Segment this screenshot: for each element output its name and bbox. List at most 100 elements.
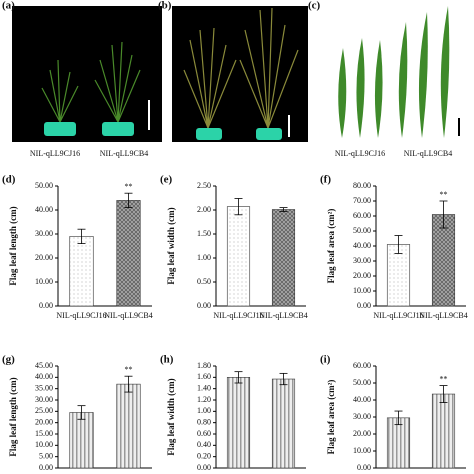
y-tick-label: 40.00 — [353, 241, 371, 250]
y-tick-label: 0.50 — [197, 277, 211, 286]
photo-label: NIL-qLL9CJ16 — [30, 149, 80, 158]
panel-label: (b) — [158, 0, 172, 12]
panel-label: (e) — [160, 174, 173, 186]
y-tick-label: 20.00 — [35, 417, 53, 426]
y-tick-label: 2.50 — [197, 181, 211, 190]
panel-label: (d) — [2, 174, 16, 186]
y-tick-label: 60.00 — [353, 211, 371, 220]
y-tick-label: 30.00 — [35, 229, 53, 238]
y-tick-label: 10.00 — [35, 440, 53, 449]
bar — [431, 393, 456, 469]
y-tick-label: 0.00 — [39, 301, 53, 310]
y-tick-label: 0.00 — [197, 463, 211, 472]
y-tick-label: 50.00 — [35, 181, 53, 190]
panel-label: (a) — [2, 0, 15, 12]
y-tick-label: 0.40 — [197, 440, 211, 449]
x-tick-label: NIL-qLL9CB4 — [259, 311, 307, 320]
panel-label: (g) — [2, 354, 15, 366]
y-axis-label: Flag leaf length (cm) — [8, 206, 18, 285]
significance: ** — [440, 374, 448, 383]
bar — [116, 383, 141, 469]
y-tick-label: 15.00 — [35, 429, 53, 438]
plant — [41, 41, 141, 123]
panel-label: (c) — [308, 0, 321, 12]
y-tick-label: 0.20 — [197, 451, 211, 460]
y-tick-label: 10.00 — [353, 446, 371, 455]
y-tick-label: 0.00 — [357, 463, 371, 472]
photo — [12, 6, 162, 142]
bar — [271, 209, 296, 307]
pot — [256, 128, 282, 140]
y-tick-label: 80.00 — [353, 181, 371, 190]
y-tick-label: 50.00 — [353, 378, 371, 387]
y-tick-label: 1.40 — [197, 383, 211, 392]
panel-label: (f) — [320, 174, 331, 186]
y-tick-label: 25.00 — [35, 406, 53, 415]
y-axis-label: Flag leaf width (cm) — [166, 378, 176, 455]
significance: ** — [125, 182, 133, 191]
y-tick-label: 1.60 — [197, 372, 211, 381]
y-tick-label: 0.00 — [197, 301, 211, 310]
y-axis-label: Flag leaf area (cm²) — [326, 209, 336, 284]
y-tick-label: 35.00 — [35, 383, 53, 392]
y-tick-label: 10.00 — [353, 286, 371, 295]
leaves — [338, 6, 450, 138]
y-tick-label: 20.00 — [35, 253, 53, 262]
y-tick-label: 0.60 — [197, 429, 211, 438]
y-tick-label: 0.00 — [357, 301, 371, 310]
y-tick-label: 45.00 — [35, 361, 53, 370]
panel-label: (i) — [320, 354, 331, 366]
pot — [102, 122, 134, 136]
bar — [226, 377, 251, 469]
scale-bar — [458, 118, 460, 136]
panel-label: (h) — [160, 354, 174, 366]
x-tick-label: NIL-qLL9CB4 — [104, 311, 152, 320]
x-tick-label: NIL-qLL9CJ16 — [213, 311, 263, 320]
bar — [69, 236, 94, 307]
y-tick-label: 70.00 — [353, 196, 371, 205]
bar — [386, 417, 411, 469]
y-tick-label: 1.80 — [197, 361, 211, 370]
y-tick-label: 0.00 — [39, 463, 53, 472]
y-tick-label: 40.00 — [35, 372, 53, 381]
bar — [116, 200, 141, 307]
y-tick-label: 30.00 — [353, 412, 371, 421]
bar — [69, 412, 94, 469]
significance: ** — [125, 365, 133, 374]
y-axis-label: Flag leaf length (cm) — [8, 377, 18, 456]
photo-label: NIL-qLL9CB4 — [100, 149, 148, 158]
y-tick-label: 50.00 — [353, 226, 371, 235]
photo-label: NIL-qLL9CJ16 — [335, 149, 385, 158]
scale-bar — [288, 115, 290, 137]
y-tick-label: 2.00 — [197, 205, 211, 214]
significance: ** — [440, 190, 448, 199]
bar — [271, 378, 296, 469]
y-tick-label: 20.00 — [353, 271, 371, 280]
y-tick-label: 5.00 — [39, 451, 53, 460]
bar — [226, 206, 251, 307]
plant — [183, 7, 299, 129]
x-tick-label: NIL-qLL9CB4 — [419, 311, 467, 320]
x-tick-label: NIL-qLL9CJ16 — [373, 311, 423, 320]
y-tick-label: 60.00 — [353, 361, 371, 370]
y-tick-label: 1.20 — [197, 395, 211, 404]
y-tick-label: 30.00 — [353, 256, 371, 265]
y-tick-label: 40.00 — [35, 205, 53, 214]
y-tick-label: 40.00 — [353, 395, 371, 404]
x-tick-label: NIL-qLL9CJ16 — [56, 311, 106, 320]
y-tick-label: 10.00 — [35, 277, 53, 286]
y-tick-label: 1.00 — [197, 406, 211, 415]
y-axis-label: Flag leaf width (cm) — [166, 207, 176, 284]
y-axis-label: Flag leaf area (cm²) — [326, 380, 336, 455]
y-tick-label: 1.00 — [197, 253, 211, 262]
y-tick-label: 0.80 — [197, 417, 211, 426]
scale-bar — [148, 100, 150, 130]
pot — [44, 122, 76, 136]
photo-label: NIL-qLL9CB4 — [404, 149, 452, 158]
y-tick-label: 20.00 — [353, 429, 371, 438]
pot — [196, 128, 222, 140]
photo — [172, 6, 308, 142]
y-tick-label: 1.50 — [197, 229, 211, 238]
